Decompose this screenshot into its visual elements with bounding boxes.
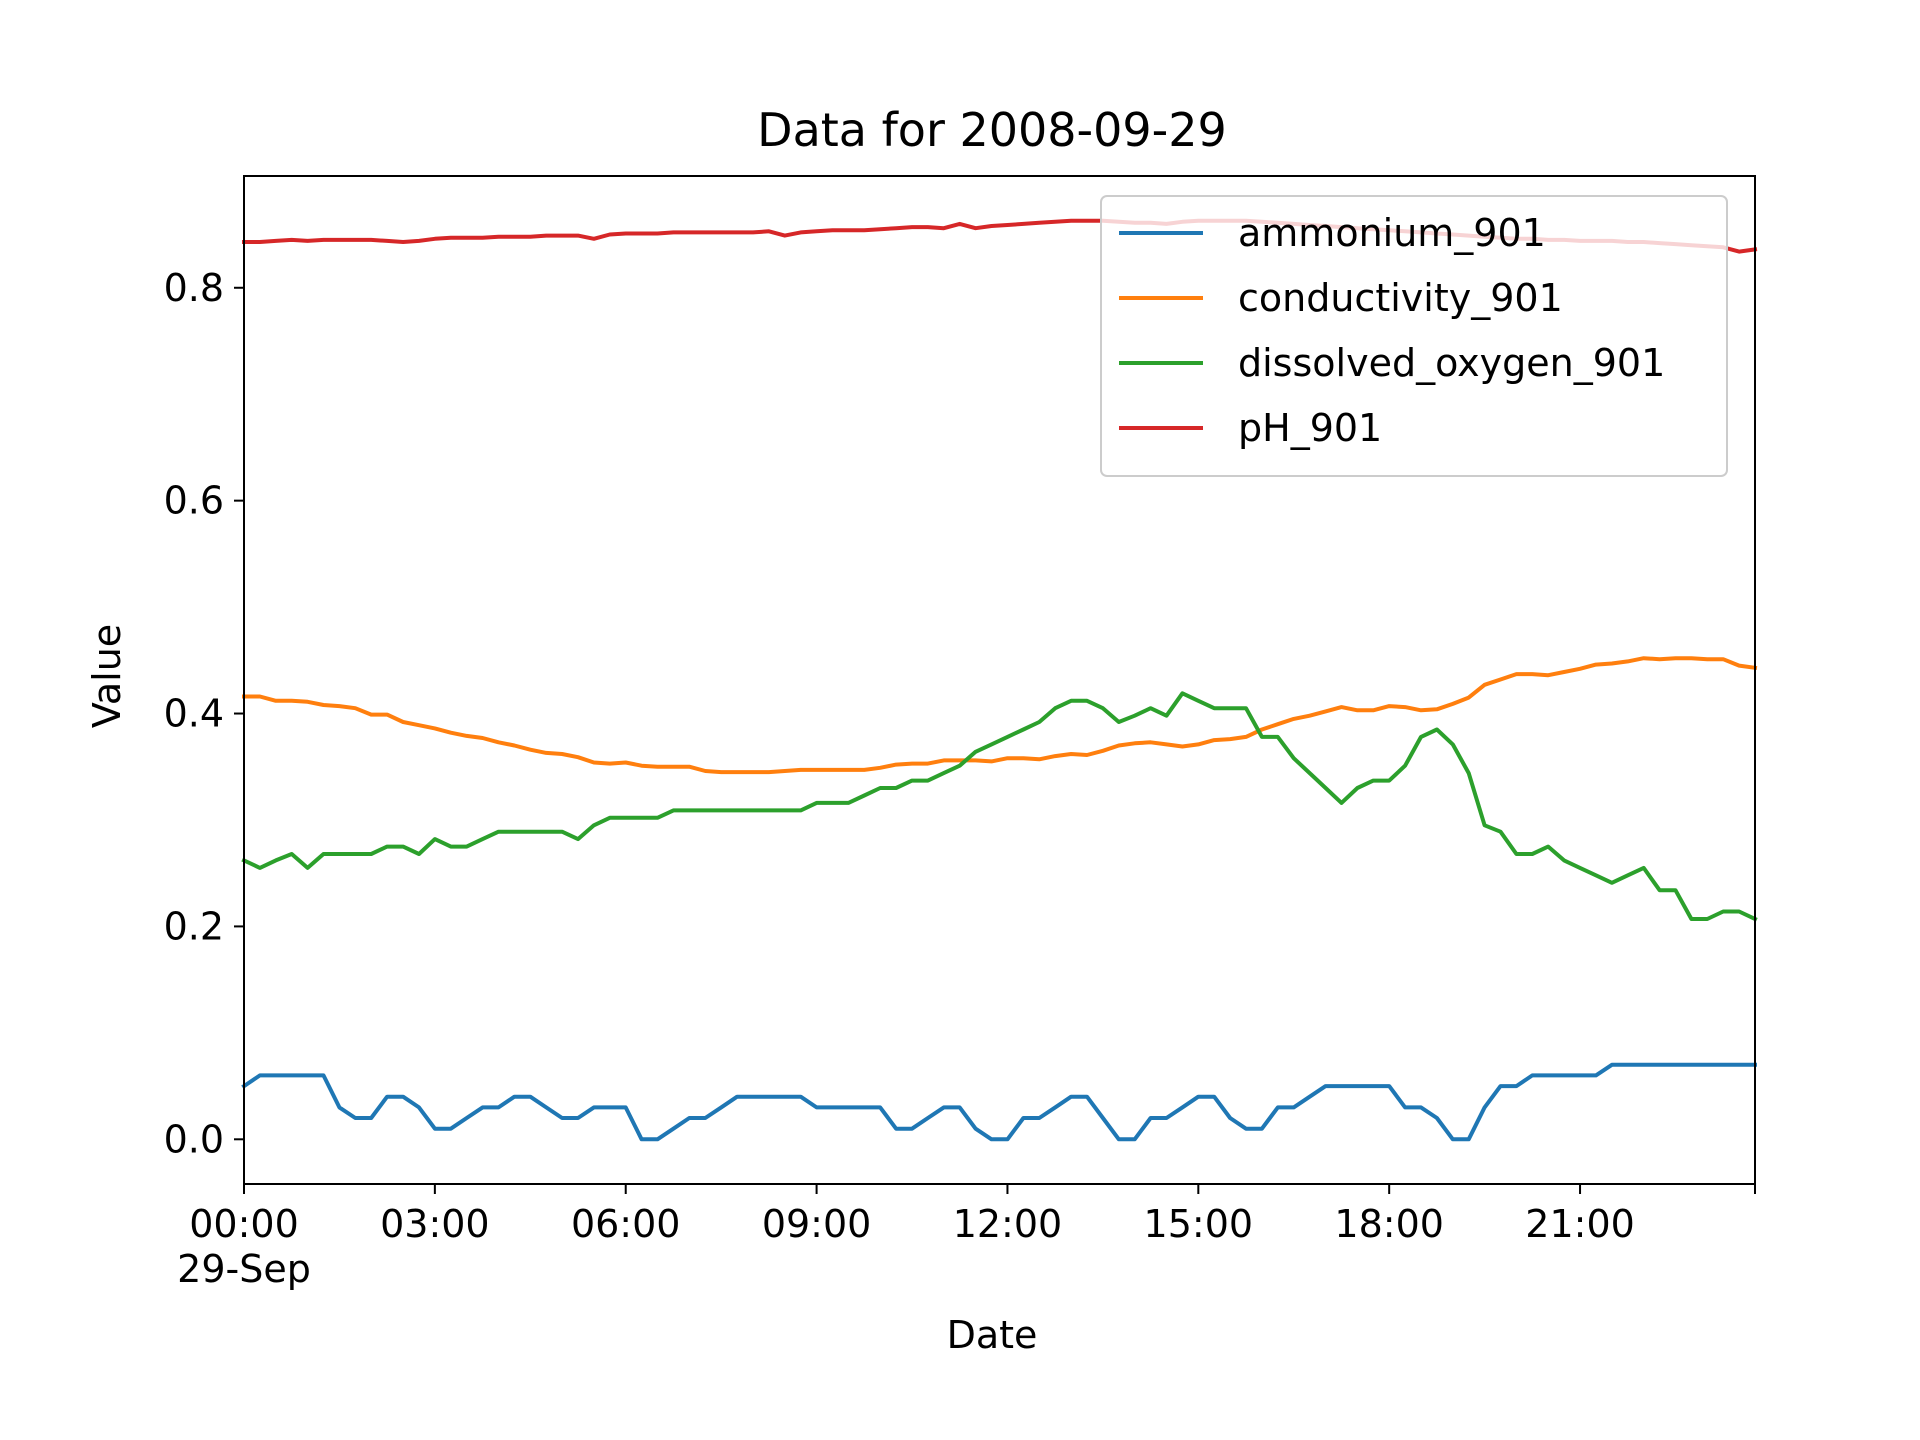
- y-tick-label-0: 0.0: [164, 1117, 224, 1161]
- series-line-2: [241, 691, 1758, 922]
- x-tick-label-6: 18:00: [1334, 1202, 1444, 1246]
- legend-label-1: conductivity_901: [1238, 276, 1563, 320]
- legend-label-2: dissolved_oxygen_901: [1238, 341, 1665, 385]
- x-axis-label: Date: [947, 1313, 1038, 1357]
- legend-box: [1100, 195, 1728, 477]
- y-tick-label-1: 0.2: [164, 904, 224, 948]
- x-tick-label-1: 03:00: [380, 1202, 490, 1246]
- legend: ammonium_901 conductivity_901 dissolved_ox…: [1100, 195, 1728, 477]
- y-tick-label-4: 0.8: [164, 266, 224, 310]
- series-line-0: [241, 1062, 1757, 1142]
- x-tick-label-2: 06:00: [571, 1202, 681, 1246]
- x-tick-label-5: 15:00: [1144, 1202, 1254, 1246]
- x-tick-label-4: 12:00: [953, 1202, 1063, 1246]
- legend-label-0: ammonium_901: [1238, 211, 1546, 255]
- y-tick-label-2: 0.4: [164, 692, 224, 736]
- x-tick-label-3: 09:00: [762, 1202, 872, 1246]
- series-line-1: [242, 656, 1758, 775]
- y-axis-label: Value: [85, 624, 129, 728]
- legend-label-3: pH_901: [1238, 406, 1382, 450]
- chart-title: Data for 2008-09-29: [757, 103, 1227, 157]
- x-tick-label-0: 00:00: [189, 1202, 299, 1246]
- series-layer: [241, 218, 1758, 1142]
- x-tick-sublabel-0: 29-Sep: [177, 1247, 311, 1291]
- axes-frame: [243, 175, 1756, 1185]
- x-tick-label-7: 21:00: [1525, 1202, 1635, 1246]
- y-tick-label-3: 0.6: [164, 479, 224, 523]
